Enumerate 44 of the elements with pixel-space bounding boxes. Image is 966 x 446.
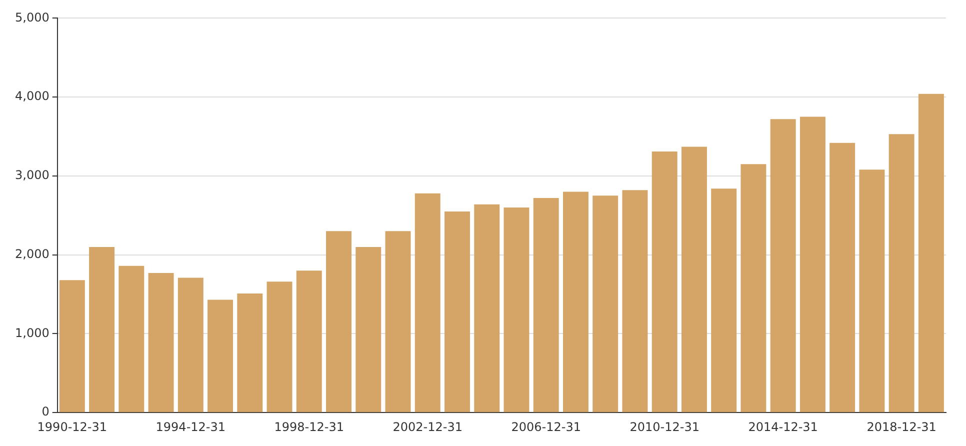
x-tick-label: 1990-12-31: [37, 420, 108, 434]
bar: [178, 278, 204, 412]
y-tick-label: 3,000: [14, 168, 50, 182]
bar: [444, 211, 470, 412]
bar: [208, 300, 234, 412]
bar: [118, 266, 144, 412]
y-tick-label: 2,000: [14, 246, 50, 261]
y-tick-label: 0: [42, 404, 50, 419]
y-tick-label: 4,000: [14, 89, 50, 104]
bar: [474, 204, 500, 412]
bar: [592, 196, 618, 412]
x-tick-label: 1998-12-31: [274, 420, 344, 434]
bar: [652, 152, 678, 412]
bar: [326, 231, 352, 412]
bar: [622, 190, 648, 412]
bar: [859, 170, 885, 412]
bar: [888, 134, 914, 412]
bar: [237, 293, 263, 412]
bar: [266, 282, 292, 412]
bar: [800, 116, 826, 412]
x-tick-label: 2002-12-31: [392, 420, 462, 434]
bar: [89, 246, 115, 412]
x-tick-label: 2018-12-31: [866, 420, 936, 434]
bar: [356, 246, 382, 412]
bar: [533, 198, 559, 412]
bar: [830, 142, 856, 412]
bar: [59, 280, 85, 412]
bar: [711, 188, 737, 412]
bar: [385, 231, 411, 412]
bar: [740, 164, 766, 412]
bar: [770, 119, 796, 412]
x-tick-label: 1994-12-31: [156, 420, 226, 434]
bar: [504, 208, 530, 412]
y-tick-label: 1,000: [14, 326, 50, 340]
x-tick-label: 2006-12-31: [511, 420, 581, 434]
bar: [296, 270, 322, 412]
x-tick-label: 2014-12-31: [748, 420, 818, 434]
y-tick-label: 5,000: [14, 10, 50, 24]
bar: [414, 193, 440, 412]
bar: [918, 94, 944, 412]
bar: [562, 192, 588, 412]
x-tick-label: 2010-12-31: [630, 420, 700, 434]
bar: [681, 146, 707, 412]
bar: [148, 272, 174, 412]
